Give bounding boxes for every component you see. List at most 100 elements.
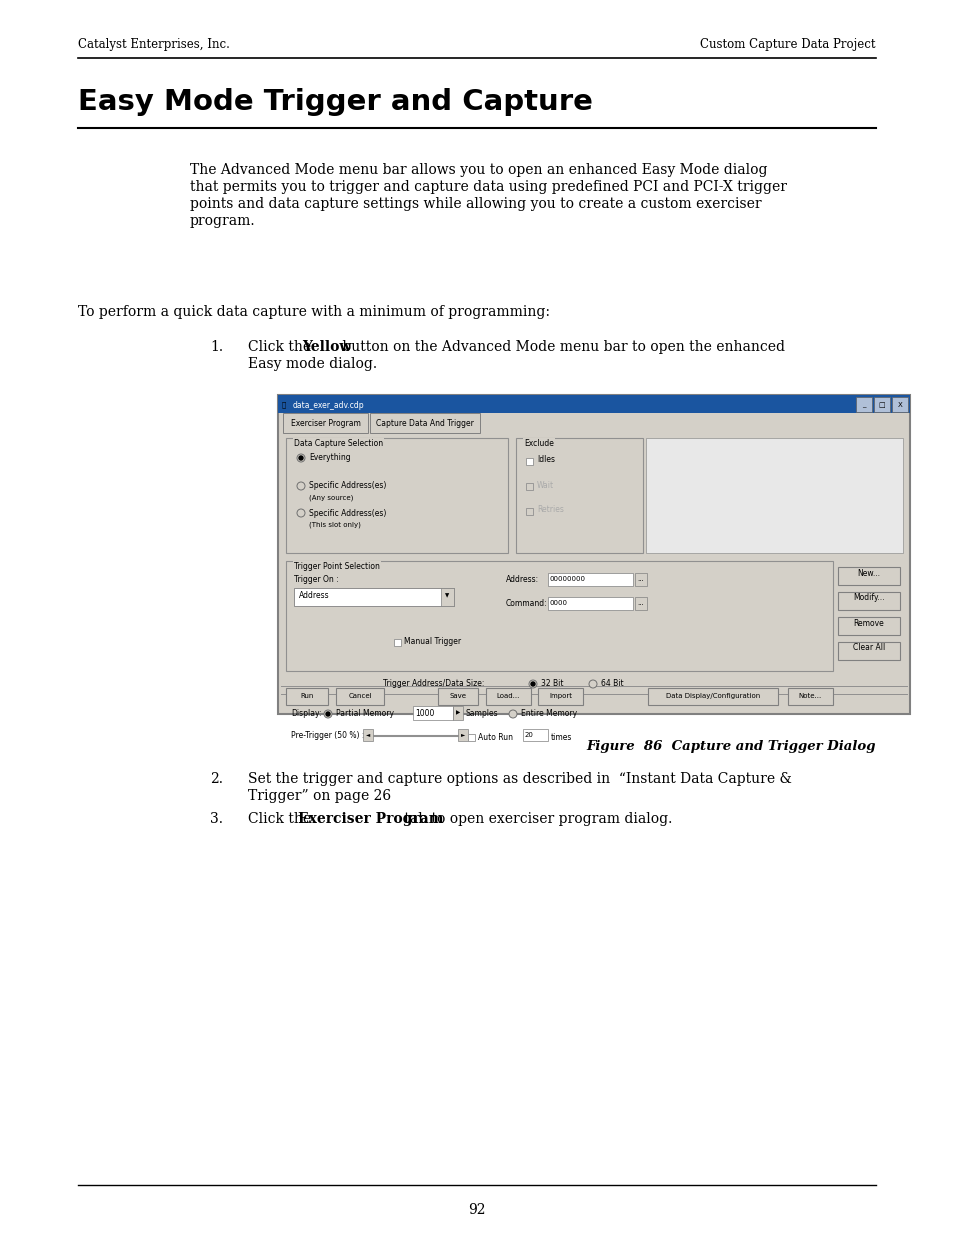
Circle shape: [296, 454, 305, 462]
FancyBboxPatch shape: [522, 729, 547, 741]
FancyBboxPatch shape: [440, 588, 454, 606]
Circle shape: [326, 713, 330, 716]
FancyBboxPatch shape: [547, 573, 633, 585]
Text: Set the trigger and capture options as described in  “Instant Data Capture &: Set the trigger and capture options as d…: [248, 772, 791, 785]
Circle shape: [531, 682, 535, 685]
Text: button on the Advanced Mode menu bar to open the enhanced: button on the Advanced Mode menu bar to …: [337, 340, 784, 354]
FancyBboxPatch shape: [647, 688, 778, 705]
Text: Modify...: Modify...: [852, 594, 883, 603]
Text: 32 Bit: 32 Bit: [540, 679, 563, 688]
Circle shape: [296, 509, 305, 517]
Circle shape: [588, 680, 597, 688]
FancyBboxPatch shape: [635, 597, 646, 610]
Text: Pre-Trigger (50 %) :: Pre-Trigger (50 %) :: [291, 731, 364, 741]
Text: 92: 92: [468, 1203, 485, 1216]
Text: Partial Memory: Partial Memory: [335, 709, 394, 719]
FancyBboxPatch shape: [394, 638, 400, 646]
FancyBboxPatch shape: [891, 396, 907, 412]
Text: ...: ...: [637, 600, 643, 606]
Text: Specific Address(es): Specific Address(es): [309, 482, 386, 490]
FancyBboxPatch shape: [286, 688, 328, 705]
Circle shape: [296, 482, 305, 490]
Text: 3.: 3.: [210, 811, 223, 826]
Text: Load...: Load...: [497, 693, 519, 699]
FancyBboxPatch shape: [645, 438, 902, 553]
Circle shape: [298, 456, 303, 459]
Text: 1000: 1000: [415, 709, 434, 718]
Text: tab to open exerciser program dialog.: tab to open exerciser program dialog.: [399, 811, 672, 826]
Text: 2.: 2.: [210, 772, 223, 785]
FancyBboxPatch shape: [787, 688, 832, 705]
FancyBboxPatch shape: [485, 688, 531, 705]
Text: Data Display/Configuration: Data Display/Configuration: [665, 693, 760, 699]
FancyBboxPatch shape: [294, 588, 454, 606]
Text: data_exer_adv.cdp: data_exer_adv.cdp: [293, 400, 364, 410]
FancyBboxPatch shape: [335, 688, 384, 705]
FancyBboxPatch shape: [363, 729, 373, 741]
Text: Trigger” on page 26: Trigger” on page 26: [248, 789, 391, 803]
Text: Display:: Display:: [291, 709, 321, 719]
Text: ▶: ▶: [456, 710, 459, 715]
Text: Exerciser Program: Exerciser Program: [291, 420, 360, 429]
Text: Import: Import: [548, 693, 572, 699]
Text: ▼: ▼: [444, 594, 449, 599]
Text: Auto Run: Auto Run: [477, 732, 513, 741]
Text: Capture Data And Trigger: Capture Data And Trigger: [375, 420, 474, 429]
Text: Trigger Point Selection: Trigger Point Selection: [294, 562, 379, 571]
Text: (This slot only): (This slot only): [309, 521, 360, 529]
FancyBboxPatch shape: [547, 597, 633, 610]
Text: Retries: Retries: [537, 505, 563, 515]
Text: 🔧: 🔧: [282, 401, 286, 409]
FancyBboxPatch shape: [837, 618, 899, 635]
FancyBboxPatch shape: [525, 458, 533, 466]
Text: Manual Trigger: Manual Trigger: [403, 636, 460, 646]
FancyBboxPatch shape: [837, 642, 899, 659]
Text: Remove: Remove: [853, 619, 883, 627]
FancyBboxPatch shape: [453, 706, 462, 720]
Text: Entire Memory: Entire Memory: [520, 709, 577, 719]
Circle shape: [509, 710, 517, 718]
FancyBboxPatch shape: [525, 483, 533, 490]
FancyBboxPatch shape: [370, 412, 479, 433]
FancyBboxPatch shape: [413, 706, 453, 720]
FancyBboxPatch shape: [837, 567, 899, 585]
Text: X: X: [897, 403, 902, 408]
Text: 0000: 0000: [550, 600, 567, 606]
Text: Note...: Note...: [798, 693, 821, 699]
Text: Wait: Wait: [537, 480, 554, 489]
Text: Yellow: Yellow: [302, 340, 351, 354]
FancyBboxPatch shape: [277, 395, 909, 412]
Text: Cancel: Cancel: [348, 693, 372, 699]
Text: To perform a quick data capture with a minimum of programming:: To perform a quick data capture with a m…: [78, 305, 550, 319]
Text: _: _: [862, 403, 864, 408]
Text: New...: New...: [857, 568, 880, 578]
Circle shape: [324, 710, 332, 718]
FancyBboxPatch shape: [286, 561, 832, 671]
Text: Clear All: Clear All: [852, 643, 884, 652]
Text: ◄: ◄: [366, 732, 370, 737]
Text: Specific Address(es): Specific Address(es): [309, 509, 386, 517]
Text: Easy mode dialog.: Easy mode dialog.: [248, 357, 376, 370]
Text: 00000000: 00000000: [550, 576, 585, 582]
Text: Save: Save: [449, 693, 466, 699]
FancyBboxPatch shape: [525, 508, 533, 515]
Text: ...: ...: [637, 576, 643, 582]
FancyBboxPatch shape: [855, 396, 871, 412]
Text: Trigger On :: Trigger On :: [294, 574, 338, 583]
Text: Figure  86  Capture and Trigger Dialog: Figure 86 Capture and Trigger Dialog: [586, 740, 875, 753]
FancyBboxPatch shape: [283, 412, 368, 433]
Text: Samples: Samples: [465, 709, 498, 719]
Text: Easy Mode Trigger and Capture: Easy Mode Trigger and Capture: [78, 88, 592, 116]
FancyBboxPatch shape: [277, 395, 909, 714]
FancyBboxPatch shape: [537, 688, 582, 705]
Text: Click the: Click the: [248, 811, 315, 826]
Text: ►: ►: [460, 732, 465, 737]
Text: that permits you to trigger and capture data using predefined PCI and PCI-X trig: that permits you to trigger and capture …: [190, 180, 786, 194]
Text: Address:: Address:: [505, 574, 538, 583]
Text: Click the: Click the: [248, 340, 315, 354]
Text: 1.: 1.: [210, 340, 223, 354]
Text: program.: program.: [190, 214, 255, 228]
Text: □: □: [878, 403, 884, 408]
FancyBboxPatch shape: [437, 688, 477, 705]
Text: Everything: Everything: [309, 453, 351, 462]
